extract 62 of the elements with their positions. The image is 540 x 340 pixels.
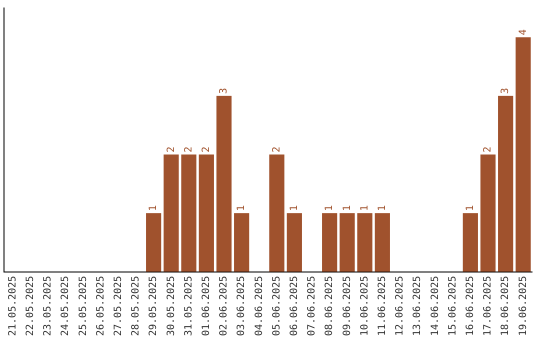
bar (516, 37, 531, 272)
bar (269, 154, 284, 272)
data-label: 4 (518, 29, 529, 36)
data-label: 1 (359, 205, 370, 212)
x-tick-label: 13.06.2025 (412, 276, 424, 336)
data-label: 1 (464, 205, 476, 212)
bar (286, 213, 302, 272)
x-tick-label: 12.06.2025 (394, 276, 406, 336)
x-tick-label: 11.06.2025 (376, 276, 388, 336)
x-tick-label: 15.06.2025 (447, 276, 458, 336)
data-label: 1 (236, 205, 248, 212)
data-label: 2 (183, 146, 194, 153)
data-label: 2 (482, 146, 494, 153)
x-tick-label: 26.05.2025 (95, 276, 106, 336)
x-tick-label: 06.06.2025 (288, 276, 300, 336)
data-label: 1 (342, 205, 353, 212)
x-tick-label: 23.05.2025 (42, 276, 54, 336)
bar (374, 213, 390, 272)
data-label: 3 (500, 88, 512, 94)
x-tick-label: 17.06.2025 (482, 276, 494, 336)
bar (462, 213, 478, 272)
data-label: 1 (324, 205, 336, 212)
x-tick-label: 27.05.2025 (112, 276, 124, 336)
data-label: 1 (148, 205, 160, 212)
x-tick-label: 01.06.2025 (200, 276, 212, 336)
x-tick-label: 14.06.2025 (430, 276, 441, 336)
x-tick-label: 18.06.2025 (500, 276, 512, 336)
x-tick-label: 16.06.2025 (464, 276, 476, 336)
data-label: 2 (200, 146, 212, 153)
x-tick-label: 07.06.2025 (306, 276, 318, 336)
bar (480, 154, 496, 272)
x-tick-label: 30.05.2025 (166, 276, 177, 336)
bar (164, 154, 179, 272)
bar (234, 213, 250, 272)
x-tick-label: 25.05.2025 (78, 276, 89, 336)
bar (216, 96, 232, 272)
bar (322, 213, 338, 272)
x-tick-label: 19.06.2025 (518, 276, 529, 336)
x-tick-label: 05.06.2025 (271, 276, 282, 336)
data-label: 3 (218, 88, 230, 94)
bar (181, 154, 196, 272)
data-label: 1 (288, 205, 300, 212)
bar (198, 154, 214, 272)
x-tick-label: 22.05.2025 (24, 276, 36, 336)
bar (498, 96, 514, 272)
bar (146, 213, 162, 272)
x-tick-label: 04.06.2025 (254, 276, 265, 336)
bar (340, 213, 355, 272)
x-tick-label: 24.05.2025 (60, 276, 72, 336)
x-tick-label: 29.05.2025 (148, 276, 160, 336)
x-tick-label: 31.05.2025 (183, 276, 194, 336)
data-label: 2 (166, 146, 177, 153)
x-tick-label: 02.06.2025 (218, 276, 230, 336)
data-label: 1 (376, 205, 388, 212)
data-label: 2 (271, 146, 282, 153)
x-tick-label: 10.06.2025 (359, 276, 370, 336)
x-tick-label: 03.06.2025 (236, 276, 248, 336)
x-tick-label: 21.05.2025 (7, 276, 18, 336)
x-tick-label: 08.06.2025 (324, 276, 336, 336)
x-tick-label: 09.06.2025 (342, 276, 353, 336)
x-tick-label: 28.05.2025 (130, 276, 142, 336)
bar (357, 213, 372, 272)
